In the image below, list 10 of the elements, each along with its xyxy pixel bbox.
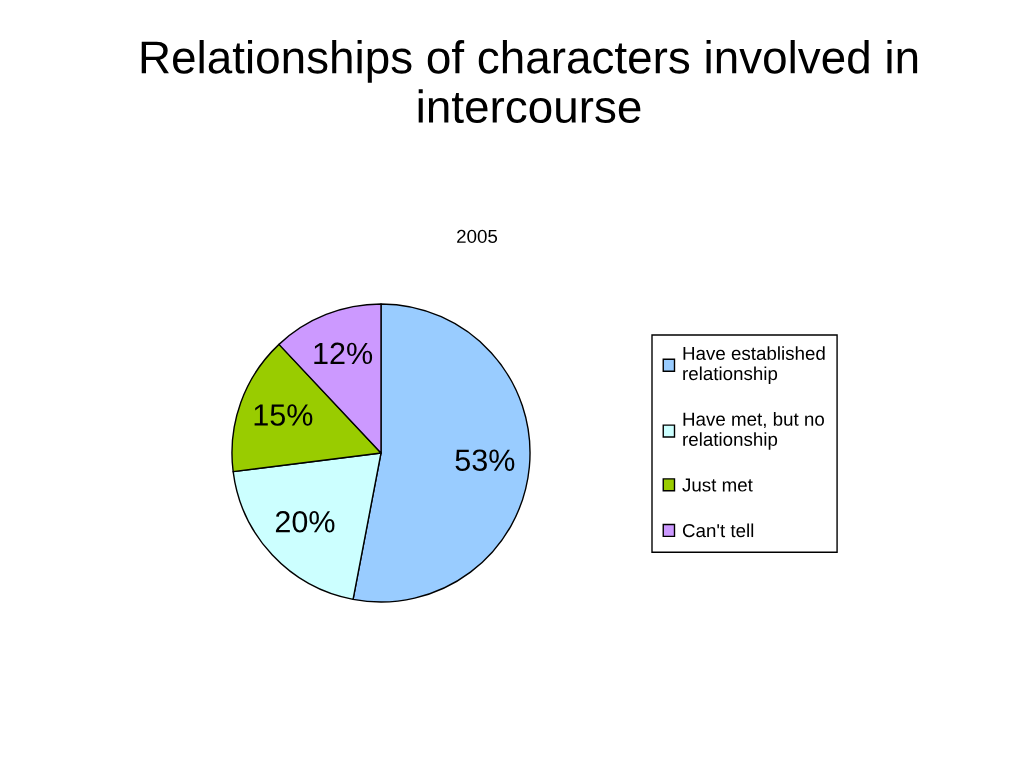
legend-label: Have established relationship [683, 346, 825, 384]
data-label: 20% [275, 510, 335, 533]
legend-label: Can't tell [682, 523, 754, 538]
chart-title: Relationships of characters involved in intercourse [141, 40, 918, 124]
data-label: 53% [455, 449, 515, 472]
chart-subtitle: 2005 [457, 229, 498, 244]
legend-label: Have met, but no relationship [683, 412, 824, 450]
legend-label: Just met [682, 478, 753, 492]
data-label: 15% [254, 404, 313, 426]
data-label: 12% [314, 342, 373, 365]
